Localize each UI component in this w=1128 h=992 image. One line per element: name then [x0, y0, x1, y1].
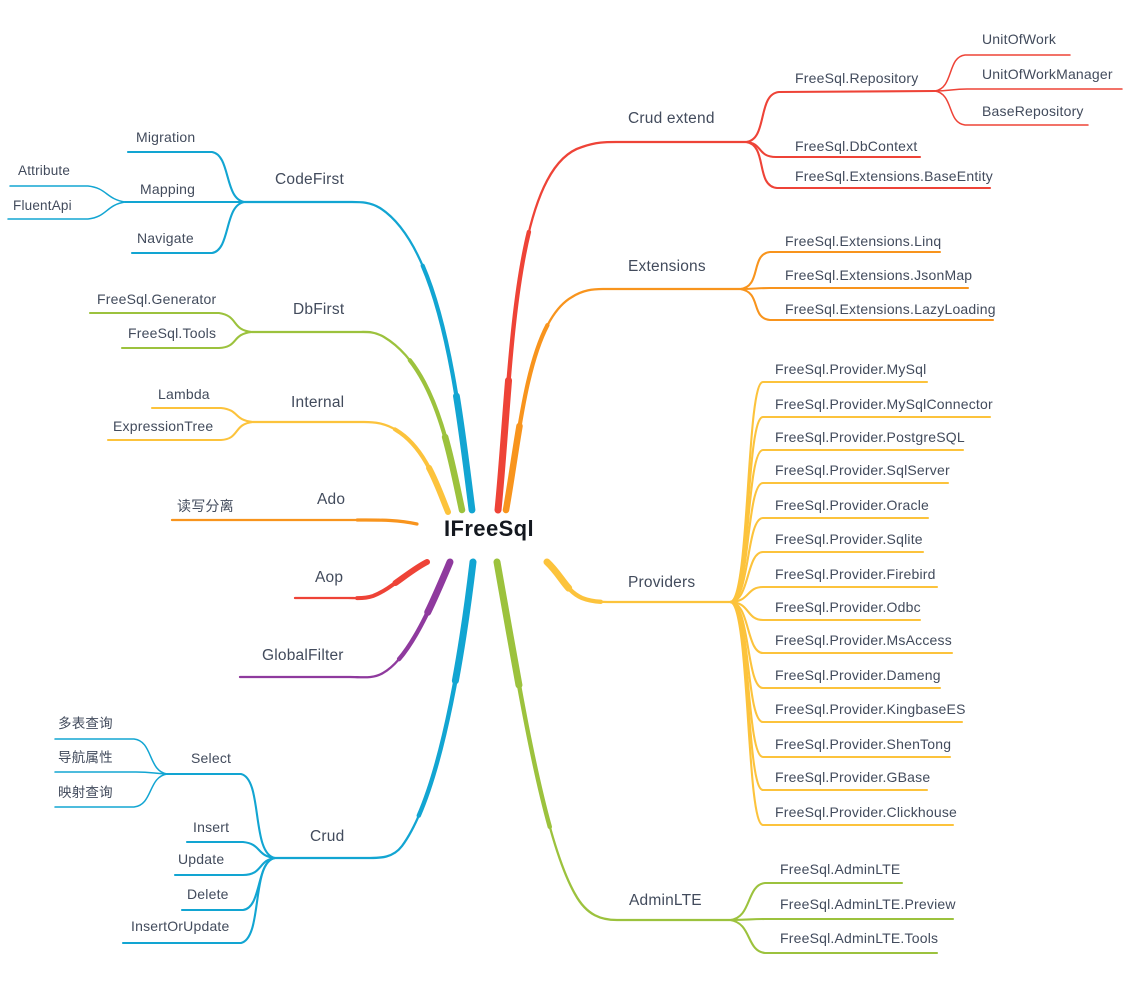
trunk-codefirst: [243, 200, 474, 512]
trunk-internal: [251, 420, 450, 514]
trunk-crud: [273, 560, 475, 860]
node-delete: Delete: [187, 886, 229, 902]
node-globalfilter: GlobalFilter: [262, 647, 344, 664]
node-provider-mysql: FreeSql.Provider.MySql: [775, 361, 927, 377]
node-crud: Crud: [310, 828, 345, 845]
node-provider-shentong: FreeSql.Provider.ShenTong: [775, 736, 952, 752]
node-baserepository: BaseRepository: [982, 103, 1084, 119]
node-provider-dameng: FreeSql.Provider.Dameng: [775, 667, 941, 683]
node-read-write-split: 读写分离: [177, 498, 234, 514]
node-update: Update: [178, 851, 225, 867]
node-dbfirst: DbFirst: [293, 301, 345, 318]
node-freesql-extensions-lazyloading: FreeSql.Extensions.LazyLoading: [785, 301, 996, 317]
node-insertorupdate: InsertOrUpdate: [131, 918, 230, 934]
node-provider-kingbasees: FreeSql.Provider.KingbaseES: [775, 701, 966, 717]
root-node: IFreeSql: [444, 516, 535, 541]
node-freesql-dbcontext: FreeSql.DbContext: [795, 138, 918, 154]
node-provider-mysqlconnector: FreeSql.Provider.MySqlConnector: [775, 396, 993, 412]
node-crud-extend: Crud extend: [628, 110, 715, 127]
edges-internal: [106, 406, 451, 515]
node-mapping: Mapping: [140, 181, 196, 197]
node-provider-msaccess: FreeSql.Provider.MsAccess: [775, 632, 952, 648]
edges-codefirst: [7, 150, 476, 514]
node-provider-firebird: FreeSql.Provider.Firebird: [775, 566, 936, 582]
node-freesql-generator: FreeSql.Generator: [97, 291, 217, 307]
node-adminlte: AdminLTE: [629, 892, 702, 909]
node-migration: Migration: [136, 129, 196, 145]
node-lambda: Lambda: [158, 386, 210, 402]
edges-aop: [292, 559, 430, 602]
node-provider-clickhouse: FreeSql.Provider.Clickhouse: [775, 804, 958, 820]
node-navigation-property: 导航属性: [58, 750, 113, 765]
node-aop: Aop: [315, 569, 344, 586]
node-attribute: Attribute: [18, 163, 71, 178]
node-mapping-query: 映射查询: [58, 785, 113, 800]
node-freesql-extensions-jsonmap: FreeSql.Extensions.JsonMap: [785, 267, 973, 283]
edges-extensions: [502, 250, 995, 514]
node-providers: Providers: [628, 574, 696, 591]
edges-crud: [54, 558, 477, 945]
node-fluentapi: FluentApi: [13, 198, 72, 213]
node-provider-odbc: FreeSql.Provider.Odbc: [775, 599, 921, 615]
edges-ado: [170, 518, 419, 526]
edges-dbfirst: [88, 311, 466, 514]
node-freesql-tools: FreeSql.Tools: [128, 325, 217, 341]
node-insert: Insert: [193, 819, 230, 835]
trunk-crud-extend: [496, 140, 748, 512]
node-expressiontree: ExpressionTree: [113, 418, 214, 434]
node-ado: Ado: [317, 491, 346, 508]
node-provider-gbase: FreeSql.Provider.GBase: [775, 769, 931, 785]
node-multi-table-query: 多表查询: [58, 716, 113, 731]
node-freesql-adminlte-preview: FreeSql.AdminLTE.Preview: [780, 896, 956, 912]
node-freesql-adminlte-tools: FreeSql.AdminLTE.Tools: [780, 930, 939, 946]
trunk-extensions: [504, 287, 742, 512]
node-unitofwork: UnitOfWork: [982, 31, 1057, 47]
edges-globalfilter: [236, 558, 454, 681]
node-freesql-extensions-baseentity: FreeSql.Extensions.BaseEntity: [795, 168, 994, 184]
edges-crud-extend: [494, 54, 1123, 514]
edges-providers: [543, 380, 992, 827]
node-freesql-adminlte: FreeSql.AdminLTE: [780, 861, 901, 877]
edges-adminlte: [493, 558, 955, 955]
node-internal: Internal: [291, 394, 345, 411]
node-freesql-repository: FreeSql.Repository: [795, 70, 919, 86]
node-provider-sqlite: FreeSql.Provider.Sqlite: [775, 531, 923, 547]
node-unitofworkmanager: UnitOfWorkManager: [982, 66, 1113, 82]
node-provider-oracle: FreeSql.Provider.Oracle: [775, 497, 929, 513]
node-freesql-extensions-linq: FreeSql.Extensions.Linq: [785, 233, 942, 249]
node-codefirst: CodeFirst: [275, 171, 344, 188]
node-select: Select: [191, 750, 232, 766]
node-provider-sqlserver: FreeSql.Provider.SqlServer: [775, 462, 950, 478]
node-extensions: Extensions: [628, 258, 706, 275]
node-navigate: Navigate: [137, 230, 194, 246]
node-provider-postgresql: FreeSql.Provider.PostgreSQL: [775, 429, 965, 445]
